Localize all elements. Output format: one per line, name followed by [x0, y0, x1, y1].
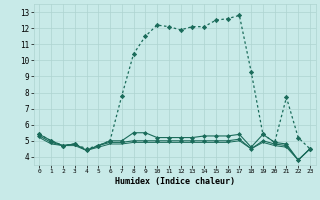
X-axis label: Humidex (Indice chaleur): Humidex (Indice chaleur) — [115, 177, 235, 186]
